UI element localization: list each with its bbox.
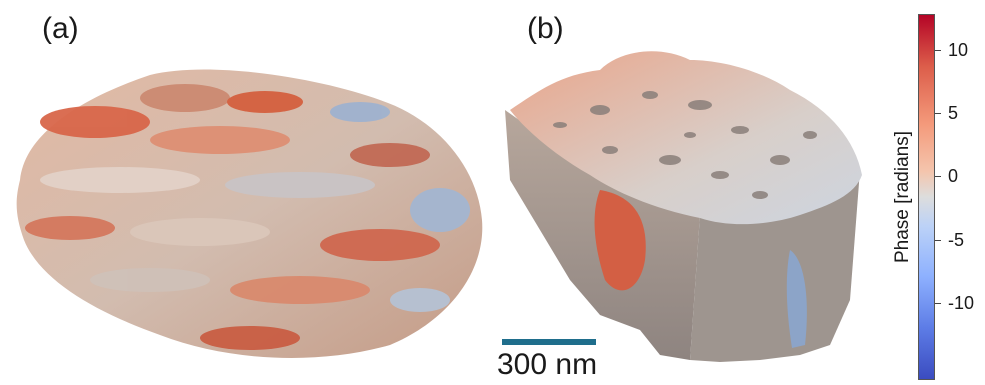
colorbar-tick-label: -10 (948, 293, 975, 313)
panel-b-red-column (594, 190, 646, 291)
colorbar-title: Phase [radians] (892, 130, 913, 264)
pore (752, 191, 768, 199)
feature (130, 218, 270, 246)
feature (200, 326, 300, 350)
panel-b-label: (b) (527, 12, 564, 45)
feature (320, 229, 440, 261)
pore (803, 131, 817, 139)
pore (711, 171, 729, 179)
feature (390, 288, 450, 312)
colorbar-tick-label: -5 (948, 230, 965, 250)
pore (590, 105, 610, 115)
colorbar-tick (935, 176, 941, 177)
colorbar (918, 14, 935, 380)
colorbar-tick-label: 10 (948, 40, 969, 60)
colorbar-tick-label: 0 (948, 166, 959, 186)
feature (90, 268, 210, 292)
pore (770, 155, 790, 165)
scale-bar-label: 300 nm (497, 348, 598, 381)
feature (140, 84, 230, 112)
colorbar-tick (935, 50, 941, 51)
pore (642, 91, 658, 99)
feature (227, 91, 303, 113)
feature (350, 143, 430, 167)
panel-b-blue-column (786, 250, 807, 348)
colorbar-tick (935, 303, 941, 304)
feature (330, 102, 390, 122)
pore (684, 132, 696, 138)
pore (688, 100, 712, 110)
feature (40, 106, 150, 138)
panel-a-render (16, 69, 483, 358)
feature (230, 276, 370, 304)
colorbar-tick-label: 5 (948, 103, 959, 123)
panel-a-label: (a) (42, 12, 79, 45)
feature (25, 216, 115, 240)
pore (602, 146, 618, 154)
panel-b-render (505, 51, 862, 362)
feature (150, 126, 290, 154)
scale-bar (502, 339, 596, 345)
pore (731, 126, 749, 134)
colorbar-tick (935, 113, 941, 114)
pore (553, 122, 567, 128)
colorbar-tick (935, 240, 941, 241)
panel-b-top-face (510, 51, 862, 225)
feature (410, 188, 470, 232)
feature (225, 172, 375, 198)
pore (659, 155, 681, 165)
feature (40, 167, 200, 193)
